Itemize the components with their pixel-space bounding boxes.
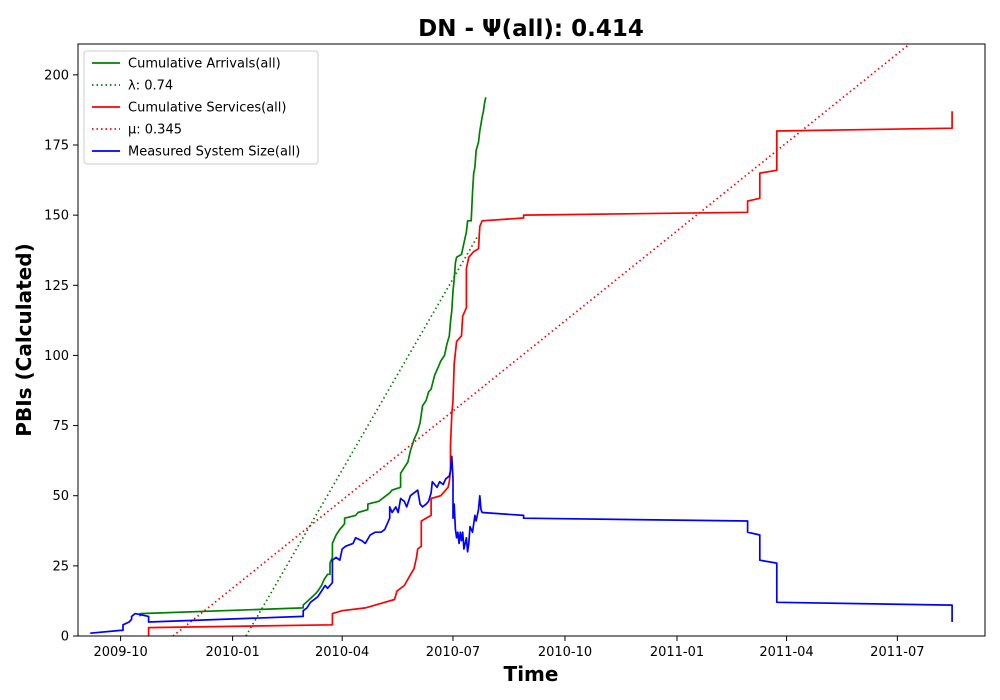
x-tick-label: 2010-10 [538, 645, 592, 660]
legend: Cumulative Arrivals(all) λ: 0.74 Cumulativ… [83, 50, 319, 165]
x-tick-label: 2011-01 [650, 645, 704, 660]
y-tick-label: 50 [52, 489, 69, 504]
x-axis: 2009-10 2010-01 2010-04 2010-07 2010-10 2011-… [93, 636, 925, 660]
series-line-5 [90, 455, 953, 635]
plot-lines [90, 44, 953, 636]
chart-title: DN - Ψ(all): 0.414 [418, 16, 644, 42]
x-tick-label: 2011-07 [870, 645, 924, 660]
x-tick-label: 2010-04 [315, 645, 369, 660]
plot-frame [77, 43, 986, 637]
legend-label-4: μ: 0.345 [128, 123, 182, 138]
x-tick-label: 2009-10 [93, 645, 147, 660]
x-tick-label: 2011-04 [759, 645, 813, 660]
y-tick-label: 200 [44, 68, 69, 83]
y-tick-label: 75 [52, 419, 69, 434]
y-tick-label: 25 [52, 559, 69, 574]
y-tick-label: 175 [44, 139, 69, 154]
y-tick-label: 100 [44, 349, 69, 364]
y-tick-label: 0 [61, 630, 69, 645]
series-line-1 [139, 97, 487, 617]
legend-label-1: Cumulative Arrivals(all) [128, 57, 281, 72]
series-line-3 [147, 111, 953, 636]
legend-box [83, 50, 319, 165]
legend-label-5: Measured System Size(all) [128, 145, 300, 160]
y-tick-label: 150 [44, 209, 69, 224]
y-axis-title: PBIs (Calculated) [12, 243, 36, 436]
x-tick-label: 2010-07 [426, 645, 480, 660]
series-line-2 [245, 234, 480, 636]
legend-label-3: Cumulative Services(all) [128, 101, 286, 116]
y-tick-label: 125 [44, 279, 69, 294]
legend-label-2: λ: 0.74 [128, 79, 173, 94]
y-axis: 0 25 50 75 100 125 150 175 200 [44, 68, 78, 645]
x-axis-title: Time [504, 662, 559, 686]
x-tick-label: 2010-01 [205, 645, 259, 660]
